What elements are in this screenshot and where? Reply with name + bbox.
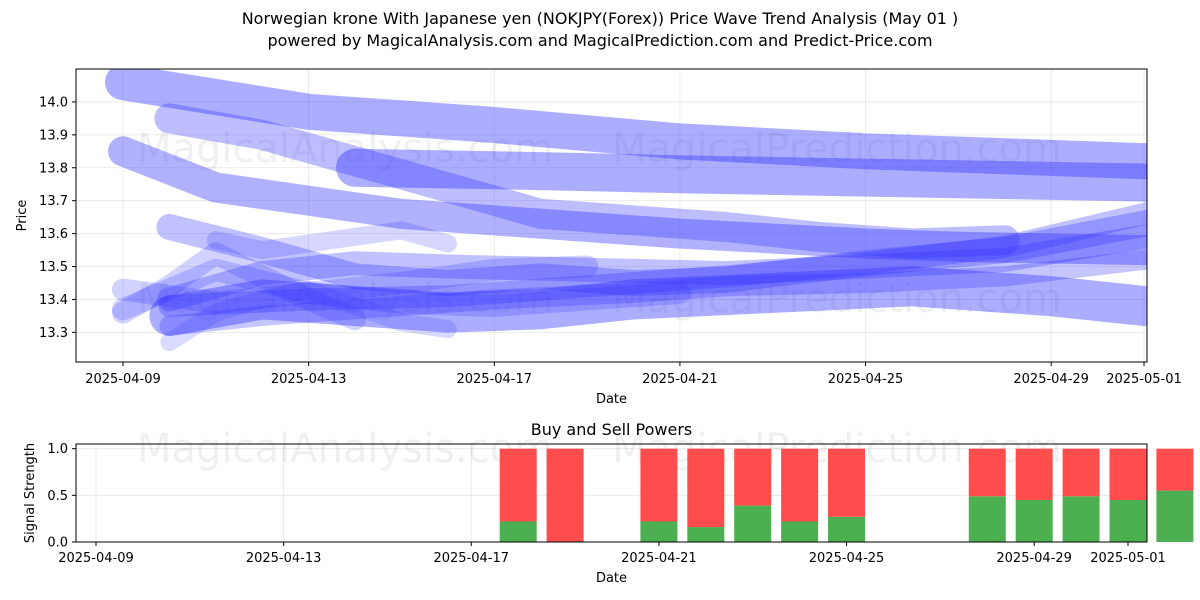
wave-band bbox=[158, 201, 1147, 317]
wave-band bbox=[336, 148, 1147, 202]
sell-bar bbox=[546, 448, 584, 542]
wave-band bbox=[206, 221, 457, 260]
wave-band bbox=[105, 69, 1147, 180]
sell-bar bbox=[968, 448, 1006, 497]
top-y-tick-label: 14.0 bbox=[39, 95, 68, 110]
top-plot-frame bbox=[75, 68, 1148, 363]
top-y-tick-label: 13.9 bbox=[39, 128, 68, 143]
bottom-y-tick-label: 1.0 bbox=[47, 442, 68, 457]
top-x-tick-label: 2025-04-21 bbox=[642, 372, 718, 387]
buy-bar bbox=[499, 521, 537, 542]
wave-band bbox=[159, 249, 1147, 336]
buy-bar bbox=[781, 521, 819, 542]
buy-bar bbox=[640, 521, 678, 542]
watermark-text: MagicalPrediction.com bbox=[612, 126, 1062, 172]
buy-bar bbox=[828, 516, 866, 542]
bottom-y-tick-label: 0.5 bbox=[47, 489, 68, 504]
sell-bar bbox=[1109, 448, 1147, 500]
sell-bar bbox=[687, 448, 725, 528]
price-wave-chart: MagicalAnalysis.com MagicalPrediction.com… bbox=[15, 68, 1182, 407]
bottom-y-axis-label: Signal Strength bbox=[23, 443, 38, 543]
wave-band bbox=[160, 280, 457, 352]
top-x-tick-label: 2025-04-29 bbox=[1013, 372, 1089, 387]
bottom-x-tick-label: 2025-04-09 bbox=[58, 551, 134, 566]
wave-band bbox=[108, 136, 1147, 266]
chart-subtitle: powered by MagicalAnalysis.com and Magic… bbox=[267, 31, 933, 50]
buy-bar bbox=[734, 505, 772, 542]
sell-bar bbox=[499, 448, 537, 522]
wave-band bbox=[149, 266, 1147, 336]
watermark-text: MagicalAnalysis.com bbox=[137, 126, 553, 172]
buy-bar bbox=[1062, 496, 1100, 542]
bottom-y-tick-label: 0.0 bbox=[47, 536, 68, 551]
buy-bar bbox=[1015, 500, 1053, 542]
buy-bar bbox=[1109, 500, 1147, 542]
watermark-text: MagicalAnalysis.com bbox=[137, 426, 553, 472]
buy-bar bbox=[968, 496, 1006, 542]
bottom-x-tick-label: 2025-04-21 bbox=[621, 551, 697, 566]
wave-band bbox=[112, 258, 691, 321]
sell-bar bbox=[734, 448, 772, 506]
wave-group bbox=[105, 69, 1147, 352]
top-x-tick-label: 2025-04-09 bbox=[85, 372, 161, 387]
wave-band bbox=[112, 255, 599, 314]
top-x-axis-label: Date bbox=[596, 392, 627, 407]
sell-bar bbox=[640, 448, 678, 522]
top-y-tick-label: 13.8 bbox=[39, 161, 68, 176]
bottom-x-tick-label: 2025-04-17 bbox=[433, 551, 509, 566]
sell-bar bbox=[1015, 448, 1053, 500]
top-x-tick-label: 2025-04-25 bbox=[828, 372, 904, 387]
top-y-tick-label: 13.3 bbox=[39, 326, 68, 341]
buy-bar bbox=[687, 527, 725, 542]
top-y-axis-label: Price bbox=[15, 200, 30, 232]
bottom-x-tick-label: 2025-04-25 bbox=[809, 551, 885, 566]
bottom-plot-frame bbox=[75, 443, 1148, 543]
top-x-tick-label: 2025-04-17 bbox=[456, 372, 532, 387]
watermark-text: MagicalPrediction.com bbox=[612, 276, 1062, 322]
bottom-chart-title: Buy and Sell Powers bbox=[531, 420, 693, 439]
buy-bar bbox=[1156, 490, 1194, 542]
wave-band bbox=[112, 242, 366, 331]
bottom-x-tick-label: 2025-05-01 bbox=[1090, 551, 1166, 566]
buy-sell-chart: Buy and Sell PowersMagicalAnalysis.comMa… bbox=[23, 420, 1194, 586]
wave-band bbox=[157, 223, 1147, 312]
top-y-tick-label: 13.5 bbox=[39, 260, 68, 275]
top-y-tick-label: 13.7 bbox=[39, 194, 68, 209]
top-y-tick-label: 13.4 bbox=[39, 293, 68, 308]
sell-bar bbox=[781, 448, 819, 522]
wave-band bbox=[156, 209, 1147, 296]
bottom-x-tick-label: 2025-04-29 bbox=[996, 551, 1072, 566]
top-y-tick-label: 13.6 bbox=[39, 227, 68, 242]
top-x-tick-label: 2025-04-13 bbox=[271, 372, 347, 387]
top-x-tick-label: 2025-05-01 bbox=[1106, 372, 1182, 387]
bottom-x-axis-label: Date bbox=[596, 571, 627, 586]
wave-band bbox=[154, 103, 1020, 259]
sell-bar bbox=[1156, 448, 1194, 491]
sell-bar bbox=[828, 448, 866, 517]
chart-title: Norwegian krone With Japanese yen (NOKJP… bbox=[241, 9, 959, 28]
bottom-x-tick-label: 2025-04-13 bbox=[246, 551, 322, 566]
sell-bar bbox=[1062, 448, 1100, 497]
watermark-text: MagicalAnalysis.com bbox=[137, 276, 553, 322]
